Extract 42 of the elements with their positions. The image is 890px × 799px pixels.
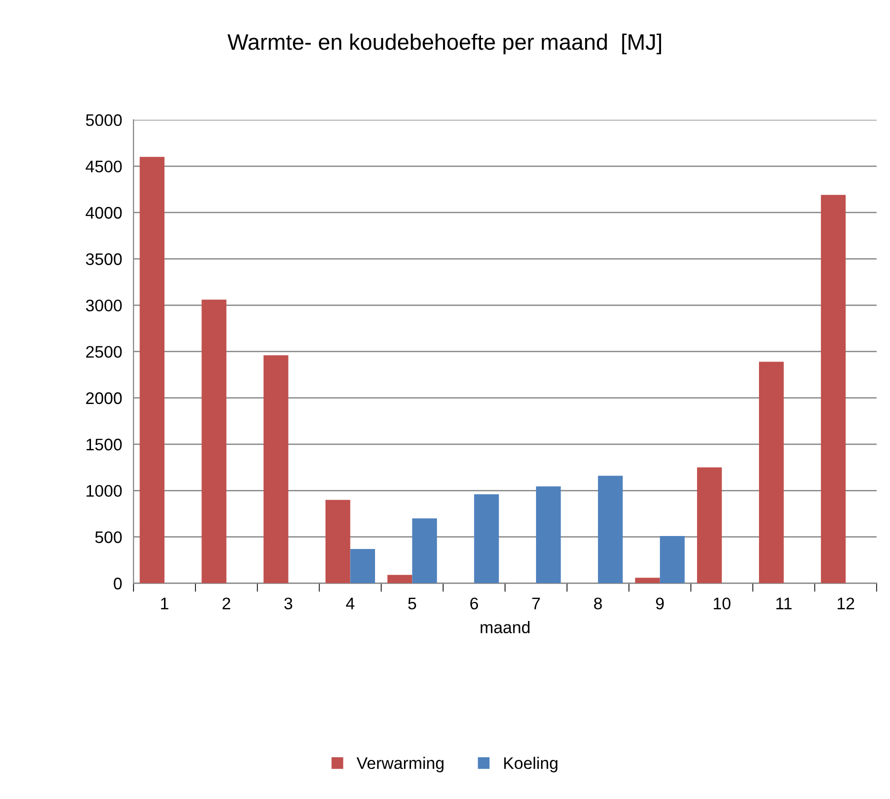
- bar: [536, 486, 561, 584]
- bar: [264, 355, 288, 584]
- x-tick-label: 10: [714, 598, 730, 610]
- bar: [387, 574, 412, 584]
- bar: [350, 548, 376, 584]
- y-tick-label: 1500: [86, 438, 122, 450]
- bar: [140, 156, 164, 584]
- x-axis-title: maand: [480, 621, 530, 634]
- y-tick-label: 0: [114, 578, 122, 590]
- y-tick-label: 3500: [86, 253, 122, 266]
- legend-label: Verwarming: [356, 756, 444, 772]
- y-tick-label: 2500: [86, 346, 122, 358]
- y-tick-label: 5000: [86, 114, 122, 126]
- x-tick-label: 3: [284, 598, 292, 610]
- y-tick-label: 1000: [86, 484, 122, 497]
- x-tick-label: 8: [594, 598, 602, 610]
- x-tick-label: 7: [532, 598, 540, 610]
- x-tick-label: 2: [222, 598, 230, 610]
- bar: [758, 362, 784, 584]
- bar: [660, 536, 685, 584]
- bar: [474, 494, 499, 584]
- bar: [697, 467, 722, 584]
- bar: [202, 300, 226, 584]
- x-tick-label: 12: [838, 598, 854, 610]
- chart-title: Warmte- en koudebehoefte per maand [MJ]: [228, 34, 662, 54]
- y-tick-label: 2000: [86, 392, 122, 404]
- x-tick-label: 9: [656, 598, 664, 610]
- y-tick-label: 4000: [86, 206, 122, 219]
- x-tick-label: 4: [346, 598, 354, 610]
- y-tick-label: 4500: [86, 160, 122, 172]
- x-tick-label: 5: [408, 598, 416, 610]
- bar: [412, 518, 437, 584]
- x-tick-label: 11: [776, 598, 792, 610]
- bar: [635, 578, 660, 584]
- x-tick-label: 6: [470, 598, 478, 610]
- bar: [325, 500, 350, 584]
- y-tick-label: 3000: [86, 300, 122, 312]
- y-tick-label: 500: [95, 531, 122, 544]
- x-tick-label: 1: [161, 598, 168, 610]
- bar: [598, 476, 623, 584]
- legend-label: Koeling: [504, 756, 558, 772]
- bar: [820, 194, 846, 584]
